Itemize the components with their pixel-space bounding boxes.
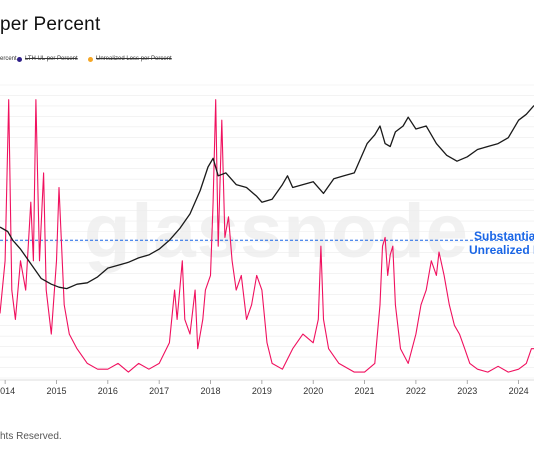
legend-item-lth-ul[interactable]: LTH UL per Percent [17,56,78,62]
legend-label: ercent [0,56,17,62]
footer-copyright: hts Reserved. [0,431,62,442]
legend-label: LTH UL per Percent [25,56,78,62]
chart-title: per Percent [0,14,101,35]
x-tick-label: 2014 [0,386,15,396]
legend-item-unrealized-loss[interactable]: Unrealized Loss per Percent [88,56,172,62]
x-tick-label: 2019 [252,386,272,396]
annotation-line2: Unrealized L [469,243,534,257]
x-tick-label: 2017 [149,386,169,396]
x-tick-label: 2023 [457,386,477,396]
x-tick-label: 2018 [201,386,221,396]
x-tick-label: 2015 [46,386,66,396]
x-tick-label: 2022 [406,386,426,396]
legend-dot-icon [88,56,93,62]
legend-label: Unrealized Loss per Percent [96,56,172,62]
legend-item-price[interactable]: ercent [0,56,17,62]
x-tick-label: 2020 [303,386,323,396]
x-tick-label: 2024 [509,386,529,396]
annotation-line1: Substantial [474,229,534,243]
legend-dot-icon [17,56,22,62]
price-series-line [0,105,534,290]
unrealized-loss-series-line [0,99,534,373]
x-tick-label: 2016 [98,386,118,396]
x-tick-label: 2021 [355,386,375,396]
